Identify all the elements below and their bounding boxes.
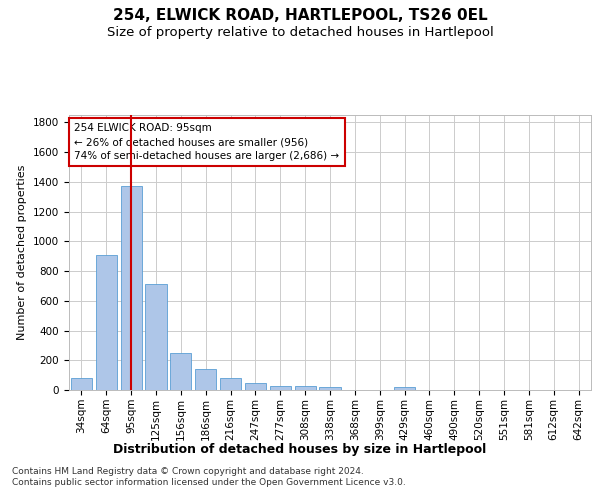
Bar <box>145 284 167 390</box>
Text: 254 ELWICK ROAD: 95sqm
← 26% of detached houses are smaller (956)
74% of semi-de: 254 ELWICK ROAD: 95sqm ← 26% of detached… <box>74 123 340 161</box>
Bar <box>71 378 92 390</box>
Text: Contains HM Land Registry data © Crown copyright and database right 2024.
Contai: Contains HM Land Registry data © Crown c… <box>12 468 406 487</box>
Text: Distribution of detached houses by size in Hartlepool: Distribution of detached houses by size … <box>113 442 487 456</box>
Bar <box>195 369 216 390</box>
Bar <box>270 386 291 390</box>
Y-axis label: Number of detached properties: Number of detached properties <box>17 165 28 340</box>
Bar <box>394 387 415 390</box>
Bar <box>96 254 117 390</box>
Bar <box>121 186 142 390</box>
Bar <box>220 378 241 390</box>
Text: Size of property relative to detached houses in Hartlepool: Size of property relative to detached ho… <box>107 26 493 39</box>
Bar <box>170 353 191 390</box>
Bar <box>319 388 341 390</box>
Text: 254, ELWICK ROAD, HARTLEPOOL, TS26 0EL: 254, ELWICK ROAD, HARTLEPOOL, TS26 0EL <box>113 8 487 22</box>
Bar <box>245 382 266 390</box>
Bar <box>295 386 316 390</box>
